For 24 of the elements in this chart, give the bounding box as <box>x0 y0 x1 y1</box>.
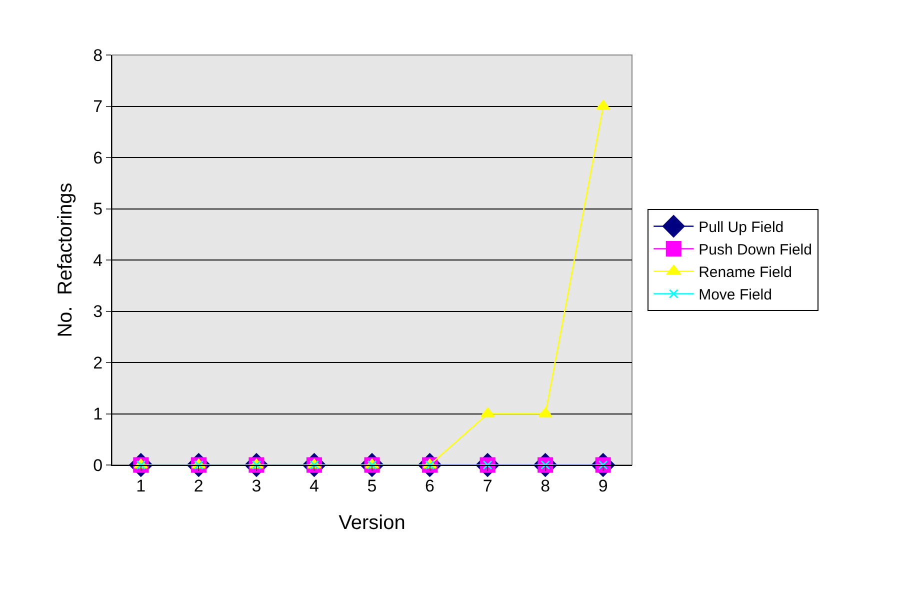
legend-label: Pull Up Field <box>698 219 784 236</box>
x-tick-label: 9 <box>598 476 608 496</box>
y-tick-label: 4 <box>93 250 103 270</box>
x-tick-label: 8 <box>540 476 550 496</box>
y-tick-label: 2 <box>93 353 103 372</box>
x-tick-label: 4 <box>309 476 319 496</box>
y-tick-label: 3 <box>93 302 103 322</box>
x-tick-label: 3 <box>252 476 262 496</box>
x-tick-label: 6 <box>425 476 435 496</box>
legend-label: Move Field <box>698 286 772 304</box>
legend-label: Push Down Field <box>698 242 812 259</box>
x-tick-label: 2 <box>194 476 204 496</box>
y-tick-label: 0 <box>93 456 103 475</box>
x-tick-label: 1 <box>136 476 146 496</box>
y-tick-label: 5 <box>93 200 103 219</box>
x-tick-label: 5 <box>367 476 377 496</box>
y-tick-label: 6 <box>93 148 103 168</box>
y-axis-title: No. Refactorings <box>54 182 77 338</box>
y-tick-label: 1 <box>93 404 103 424</box>
y-tick-label: 7 <box>93 97 103 116</box>
x-tick-label: 7 <box>482 476 492 496</box>
legend-label: Rename Field <box>698 264 792 282</box>
x-axis-title: Version <box>338 512 406 534</box>
y-tick-label: 8 <box>93 46 103 65</box>
